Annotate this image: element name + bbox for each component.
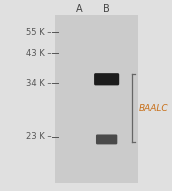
Text: A: A (76, 4, 82, 14)
FancyBboxPatch shape (96, 134, 117, 144)
Text: 43 K –: 43 K – (26, 49, 52, 58)
FancyBboxPatch shape (55, 15, 138, 183)
Text: 23 K –: 23 K – (26, 132, 52, 141)
Text: 34 K –: 34 K – (26, 79, 52, 88)
FancyBboxPatch shape (94, 73, 119, 85)
Text: BAALC: BAALC (138, 104, 168, 113)
Text: 55 K –: 55 K – (26, 28, 52, 37)
Text: B: B (103, 4, 110, 14)
